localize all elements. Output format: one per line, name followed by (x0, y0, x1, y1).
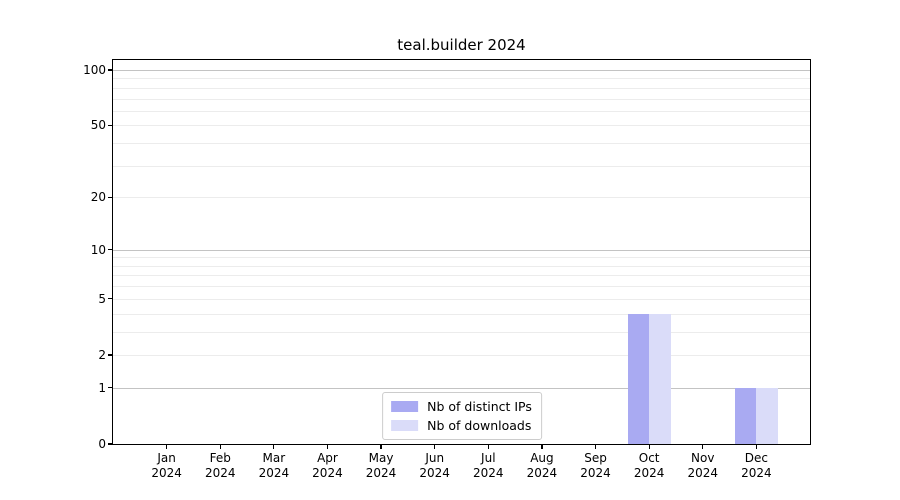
x-axis-tick (273, 444, 275, 449)
gridline-minor (113, 143, 810, 145)
legend: Nb of distinct IPs Nb of downloads (382, 392, 542, 440)
x-axis-tick-label: Apr 2024 (287, 451, 367, 481)
x-axis-tick-label: Mar 2024 (234, 451, 314, 481)
y-axis-tick-label: 10 (90, 242, 106, 257)
x-label-month: Dec (744, 451, 768, 465)
y-axis-tick (108, 387, 113, 389)
x-axis-tick-label: Oct 2024 (609, 451, 689, 481)
legend-swatch-distinct-ips (391, 401, 419, 412)
x-axis-tick (434, 444, 436, 449)
y-axis-tick-label: 100 (83, 63, 106, 77)
x-label-year: 2024 (687, 466, 719, 480)
bar-downloads (649, 313, 671, 444)
y-axis-tick (108, 196, 113, 198)
chart-title: teal.builder 2024 (397, 36, 526, 54)
y-axis-tick (108, 443, 113, 445)
gridline-minor (113, 257, 810, 259)
x-axis-tick (165, 444, 168, 449)
gridline-minor (113, 197, 810, 199)
x-axis-tick-label: Jun 2024 (395, 451, 475, 481)
x-axis-tick (541, 444, 543, 449)
x-label-month: Sep (584, 451, 607, 465)
x-label-year: 2024 (204, 466, 236, 480)
x-label-year: 2024 (312, 466, 343, 480)
x-axis-tick-label: Jan 2024 (127, 451, 207, 481)
legend-swatch-downloads (391, 420, 419, 431)
x-label-year: 2024 (633, 466, 665, 480)
x-axis-tick (380, 444, 382, 449)
x-label-month: May (368, 451, 394, 465)
gridline-minor (113, 331, 810, 333)
x-label-year: 2024 (580, 466, 611, 480)
x-label-year: 2024 (365, 466, 397, 480)
y-axis-tick-label: 2 (98, 347, 106, 362)
x-axis-tick (219, 444, 221, 449)
x-axis-tick (702, 444, 704, 449)
gridline-minor (113, 165, 810, 167)
y-axis-tick (108, 124, 113, 127)
bar-distinct-ips (734, 387, 757, 444)
x-label-year: 2024 (151, 466, 182, 480)
y-axis-tick (108, 249, 113, 251)
x-label-year: 2024 (258, 466, 290, 480)
x-axis-tick-label: Dec 2024 (716, 451, 796, 481)
gridline-minor (113, 78, 810, 80)
gridline-minor (113, 298, 810, 300)
x-label-month: Jun (425, 451, 445, 465)
legend-item-downloads: Nb of downloads (391, 416, 532, 435)
gridline-major (113, 249, 810, 251)
x-label-month: Mar (262, 451, 286, 465)
gridline-major (113, 70, 810, 71)
x-axis-tick (594, 444, 597, 449)
legend-label-downloads: Nb of downloads (427, 418, 532, 433)
x-axis-tick-label: May 2024 (341, 451, 421, 481)
x-label-year: 2024 (741, 466, 772, 480)
x-label-month: Feb (209, 451, 231, 465)
gridline-minor (113, 286, 810, 288)
x-axis-tick (326, 444, 329, 449)
x-label-month: Nov (691, 451, 715, 465)
x-axis-tick (755, 444, 758, 449)
x-label-month: Jan (157, 451, 176, 465)
y-axis-tick-label: 0 (98, 437, 106, 451)
y-axis-tick-label: 20 (90, 190, 106, 205)
gridline-minor (113, 354, 810, 356)
x-axis-tick (648, 444, 650, 449)
x-axis-tick-label: Nov 2024 (663, 451, 743, 481)
gridline-minor (113, 125, 810, 127)
legend-item-distinct-ips: Nb of distinct IPs (391, 397, 532, 416)
gridline-minor (113, 275, 810, 277)
x-label-month: Jul (481, 451, 496, 465)
gridline-major (113, 387, 810, 389)
y-axis-tick-label: 5 (98, 291, 106, 306)
x-label-month: Aug (530, 451, 554, 465)
bar-distinct-ips (627, 313, 650, 444)
x-axis-tick-label: Aug 2024 (502, 451, 582, 481)
y-axis-tick (108, 298, 113, 300)
x-axis-tick-label: Feb 2024 (180, 451, 260, 481)
gridline-minor (113, 87, 810, 89)
y-axis-tick-label: 50 (90, 118, 106, 133)
gridline-minor (113, 110, 810, 112)
y-axis-tick-label: 1 (98, 380, 106, 395)
x-label-year: 2024 (473, 466, 504, 480)
y-axis-tick (108, 69, 113, 71)
legend-label-distinct-ips: Nb of distinct IPs (427, 399, 532, 414)
y-axis-tick (108, 354, 113, 356)
x-axis-tick-label: Jul 2024 (448, 451, 528, 481)
x-axis-tick (487, 444, 489, 449)
gridline-minor (113, 313, 810, 315)
x-axis-tick-label: Sep 2024 (556, 451, 636, 481)
x-label-month: Apr (317, 451, 338, 465)
x-label-year: 2024 (419, 466, 450, 480)
x-label-month: Oct (638, 451, 660, 465)
plot-area (113, 60, 810, 444)
gridline-minor (113, 265, 810, 267)
bar-downloads (756, 387, 778, 444)
x-label-year: 2024 (526, 466, 558, 480)
gridline-minor (113, 98, 810, 100)
